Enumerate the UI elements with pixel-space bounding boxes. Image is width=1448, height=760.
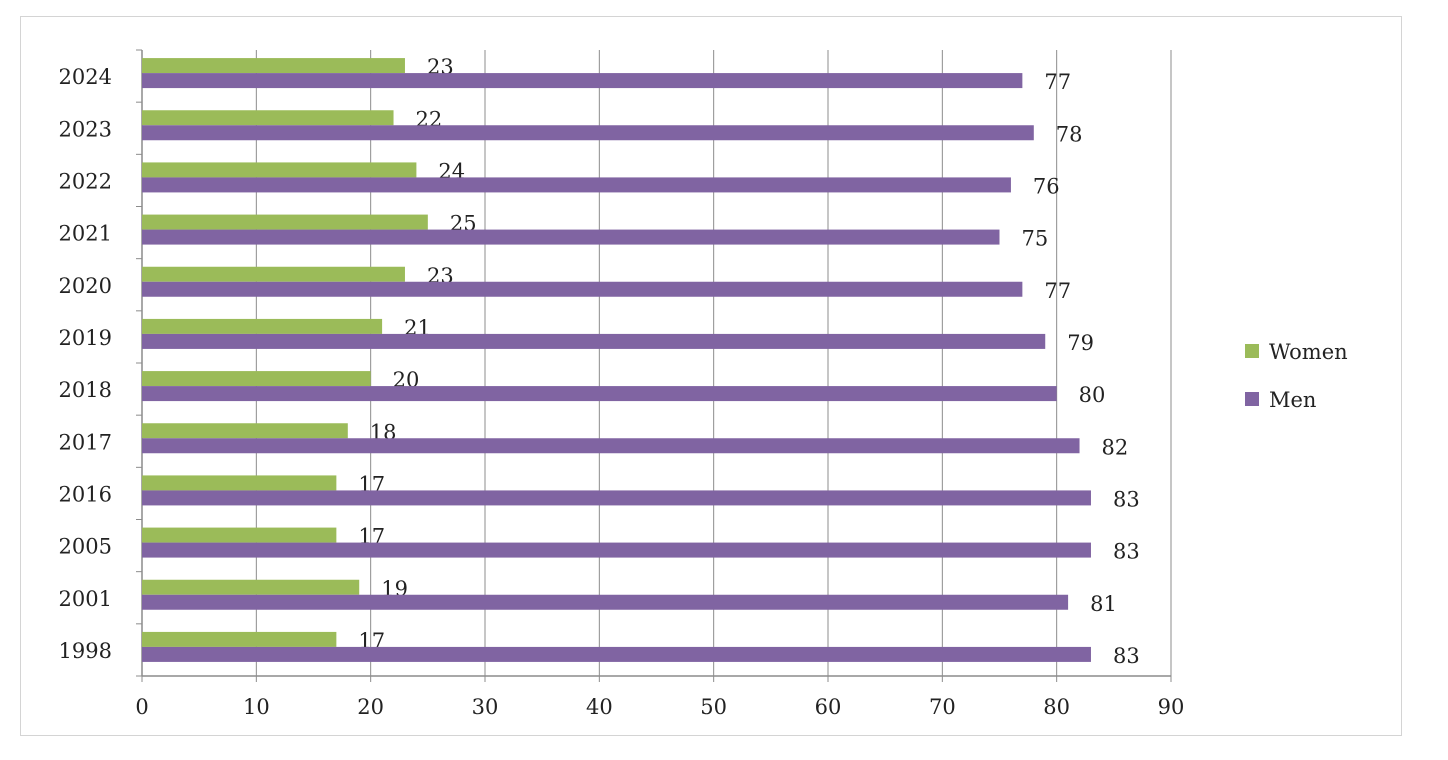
data-label-men: 75 (1022, 227, 1049, 251)
data-label-men: 79 (1067, 331, 1094, 355)
data-label-men: 82 (1102, 435, 1129, 459)
bar-men (142, 646, 1091, 662)
bar-men (142, 125, 1034, 141)
x-tick-label: 30 (472, 695, 499, 719)
y-tick-label: 2024 (59, 65, 112, 89)
bar-men (142, 333, 1046, 349)
bar-women (142, 110, 394, 126)
bar-men (142, 229, 1000, 245)
data-label-men: 78 (1056, 122, 1083, 146)
y-tick-label: 2020 (59, 274, 112, 298)
x-tick-label: 10 (243, 695, 270, 719)
bar-women (142, 58, 405, 74)
x-tick-label: 40 (586, 695, 613, 719)
data-label-men: 83 (1113, 644, 1140, 668)
x-tick-label: 20 (357, 695, 384, 719)
x-tick-label: 60 (815, 695, 842, 719)
y-tick-label: 2023 (59, 117, 112, 141)
data-label-men: 77 (1044, 70, 1071, 94)
bar-women (142, 371, 371, 387)
x-tick-label: 80 (1043, 695, 1070, 719)
x-tick-label: 70 (929, 695, 956, 719)
data-label-men: 77 (1044, 279, 1071, 303)
bar-women (142, 631, 337, 647)
data-label-men: 80 (1079, 383, 1106, 407)
y-tick-label: 2021 (59, 222, 112, 246)
y-tick-label: 2001 (59, 587, 112, 611)
data-label-men: 81 (1090, 592, 1117, 616)
x-tick-label: 50 (700, 695, 727, 719)
data-label-men: 83 (1113, 540, 1140, 564)
data-label-men: 83 (1113, 487, 1140, 511)
bar-men (142, 438, 1080, 454)
legend-label-women: Women (1269, 340, 1348, 364)
bar-women (142, 162, 417, 178)
bar-men (142, 490, 1091, 506)
x-tick-label: 90 (1158, 695, 1185, 719)
y-tick-label: 2022 (59, 169, 112, 193)
y-tick-label: 2005 (59, 535, 112, 559)
legend-swatch-men (1245, 392, 1259, 406)
bar-women (142, 214, 428, 230)
y-tick-label: 1998 (59, 639, 112, 663)
y-tick-label: 2018 (59, 378, 112, 402)
bar-women (142, 318, 383, 334)
bar-men (142, 73, 1023, 89)
bar-women (142, 423, 348, 439)
bar-men (142, 177, 1011, 193)
legend-swatch-women (1245, 344, 1259, 358)
y-tick-label: 2019 (59, 326, 112, 350)
y-tick-label: 2017 (59, 430, 112, 454)
x-tick-label: 0 (135, 695, 148, 719)
bar-women (142, 579, 360, 595)
legend-label-men: Men (1269, 388, 1316, 412)
data-label-men: 76 (1033, 174, 1060, 198)
bar-men (142, 542, 1091, 558)
bar-women (142, 475, 337, 491)
bar-men (142, 594, 1069, 610)
bar-men (142, 386, 1057, 402)
bar-women (142, 266, 405, 282)
bar-women (142, 527, 337, 543)
bar-men (142, 281, 1023, 297)
y-tick-label: 2016 (59, 482, 112, 506)
